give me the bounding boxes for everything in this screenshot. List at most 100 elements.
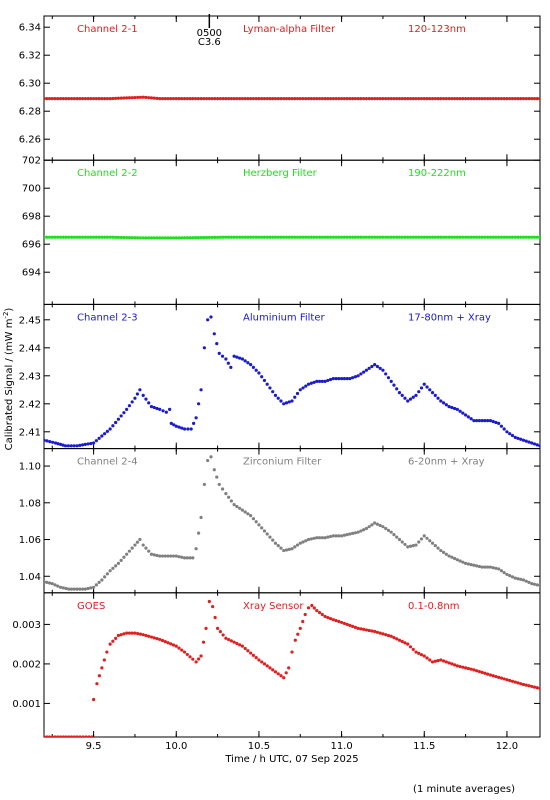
data-point [260,526,264,530]
data-point [315,379,319,383]
data-point [199,654,203,658]
data-point [196,531,201,535]
data-point [188,236,192,240]
data-point [295,97,300,101]
data-point [51,440,55,444]
data-point [345,622,349,627]
data-point [513,576,517,580]
data-point [50,735,54,737]
data-point [249,97,253,101]
data-point [254,520,258,524]
data-point [403,542,407,547]
data-point [296,632,300,636]
data-point [127,236,132,240]
data-point [254,656,258,660]
data-point [301,97,305,101]
data-point [249,235,253,239]
data-point [221,235,225,239]
data-point [521,682,526,687]
data-point [56,735,60,737]
data-point [452,556,457,561]
data-point [370,629,374,633]
data-point [505,572,509,577]
data-point [408,97,413,101]
data-point [166,97,170,101]
data-point [395,535,399,539]
data-point [386,97,391,101]
data-point [100,97,104,101]
data-point [395,637,399,641]
data-point [353,375,357,379]
data-point [122,632,126,636]
data-point [265,664,269,668]
data-point [224,235,228,239]
data-point [480,670,484,675]
data-point [86,586,90,591]
data-point [268,235,272,239]
data-point [182,650,187,654]
data-point [436,97,440,101]
data-point [260,375,264,379]
data-point [312,235,316,239]
data-point [381,97,385,101]
data-point [362,370,366,374]
data-point [317,379,322,383]
data-point [271,668,275,672]
data-point [475,97,479,101]
data-point [403,641,407,645]
data-point [353,531,357,535]
data-point [149,552,154,556]
data-point [524,97,528,101]
data-point [532,97,537,101]
data-point [381,525,385,529]
data-point [384,633,388,637]
data-point [238,97,242,101]
data-point [116,235,120,239]
data-point [491,674,495,678]
data-point [315,536,319,540]
data-point [342,97,346,101]
y-tick-label: 1.10 [19,462,41,473]
data-point [419,386,424,390]
data-point [480,565,484,569]
data-point [524,439,528,443]
data-point [513,235,517,239]
data-point [83,235,87,239]
data-point [133,631,137,635]
data-point [428,388,432,392]
data-point [232,503,236,507]
data-point [125,552,129,556]
data-point [331,377,335,381]
data-point [524,683,528,687]
data-point [290,235,294,239]
data-point [67,235,71,239]
data-point [488,565,492,569]
data-point [246,361,250,365]
data-point [403,235,407,239]
data-point [497,421,501,425]
data-point [475,669,479,673]
data-point [304,539,308,543]
data-point [312,380,316,384]
data-point [212,332,216,336]
data-point [342,235,346,239]
data-point [169,236,173,240]
data-point [373,97,377,101]
data-point [408,645,413,649]
data-point [249,651,253,655]
data-point [92,97,96,101]
data-point [472,235,476,239]
data-point [406,235,410,239]
data-point [260,97,264,101]
data-point [257,523,261,527]
data-point [138,236,143,240]
panel-5: 0.001 0.002 0.003 GOES Xray Sensor 0.1-0.8nm [12,592,541,738]
data-point [166,641,170,645]
data-point [400,97,404,101]
data-point [224,97,228,101]
data-point [224,492,228,496]
data-point [273,97,278,101]
data-point [111,235,115,239]
y-tick-label: 702 [22,156,41,167]
data-point [472,668,476,672]
